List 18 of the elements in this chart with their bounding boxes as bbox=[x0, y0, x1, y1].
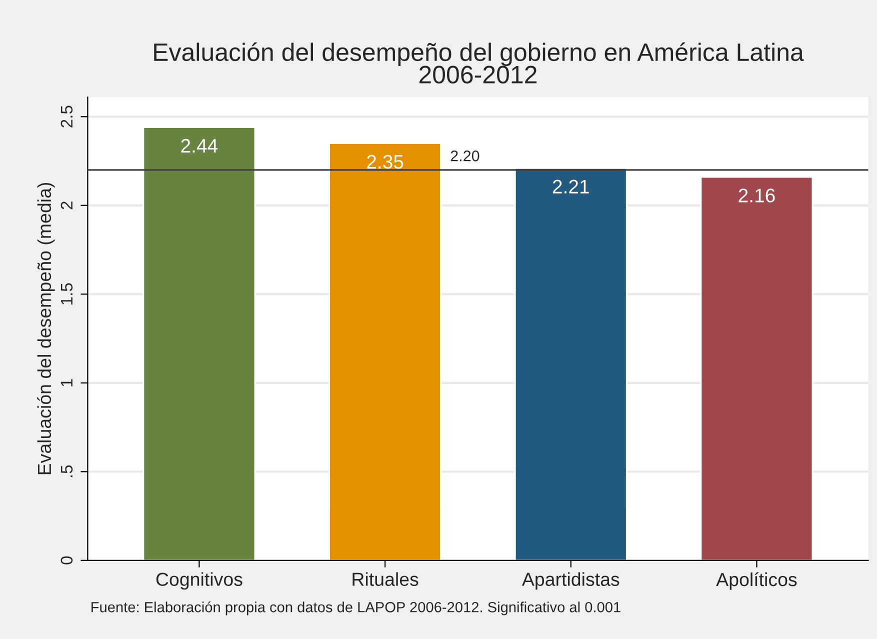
x-tick-label: Rituales bbox=[352, 572, 418, 586]
y-tick-label: .5 bbox=[60, 465, 73, 478]
data-label: 2.16 bbox=[738, 188, 775, 202]
data-label: 2.35 bbox=[367, 154, 404, 169]
source-note: Fuente: Elaboración propia con datos de LAPOP 2006-2012. Significativo al 0.001 bbox=[92, 601, 620, 616]
y-tick-label: 0 bbox=[60, 556, 73, 564]
y-axis-title: Evaluación del desempeño (media) bbox=[37, 182, 55, 474]
ref-line-label: 2.20 bbox=[450, 150, 480, 162]
y-tick-label: 1 bbox=[60, 379, 72, 386]
data-label: 2.44 bbox=[181, 138, 218, 153]
x-tick-label: Cognitivos bbox=[156, 572, 242, 590]
y-tick-label: 2 bbox=[60, 202, 72, 210]
chart-title: Evaluación del desempeño del gobierno en América Latina 2006-2012 bbox=[154, 42, 804, 84]
data-label: 2.21 bbox=[552, 180, 589, 194]
x-tick-label: Apartidistas bbox=[522, 572, 620, 590]
y-tick-label: 1.5 bbox=[60, 283, 73, 304]
y-tick-label: 2.5 bbox=[60, 106, 73, 128]
x-tick-label: Apolíticos bbox=[716, 572, 797, 590]
